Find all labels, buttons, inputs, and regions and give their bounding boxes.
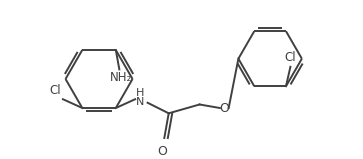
Text: NH₂: NH₂ bbox=[110, 71, 132, 84]
Text: Cl: Cl bbox=[49, 84, 61, 97]
Text: Cl: Cl bbox=[285, 51, 296, 64]
Text: O: O bbox=[219, 102, 229, 115]
Text: O: O bbox=[158, 145, 167, 158]
Text: H
N: H N bbox=[136, 88, 145, 107]
